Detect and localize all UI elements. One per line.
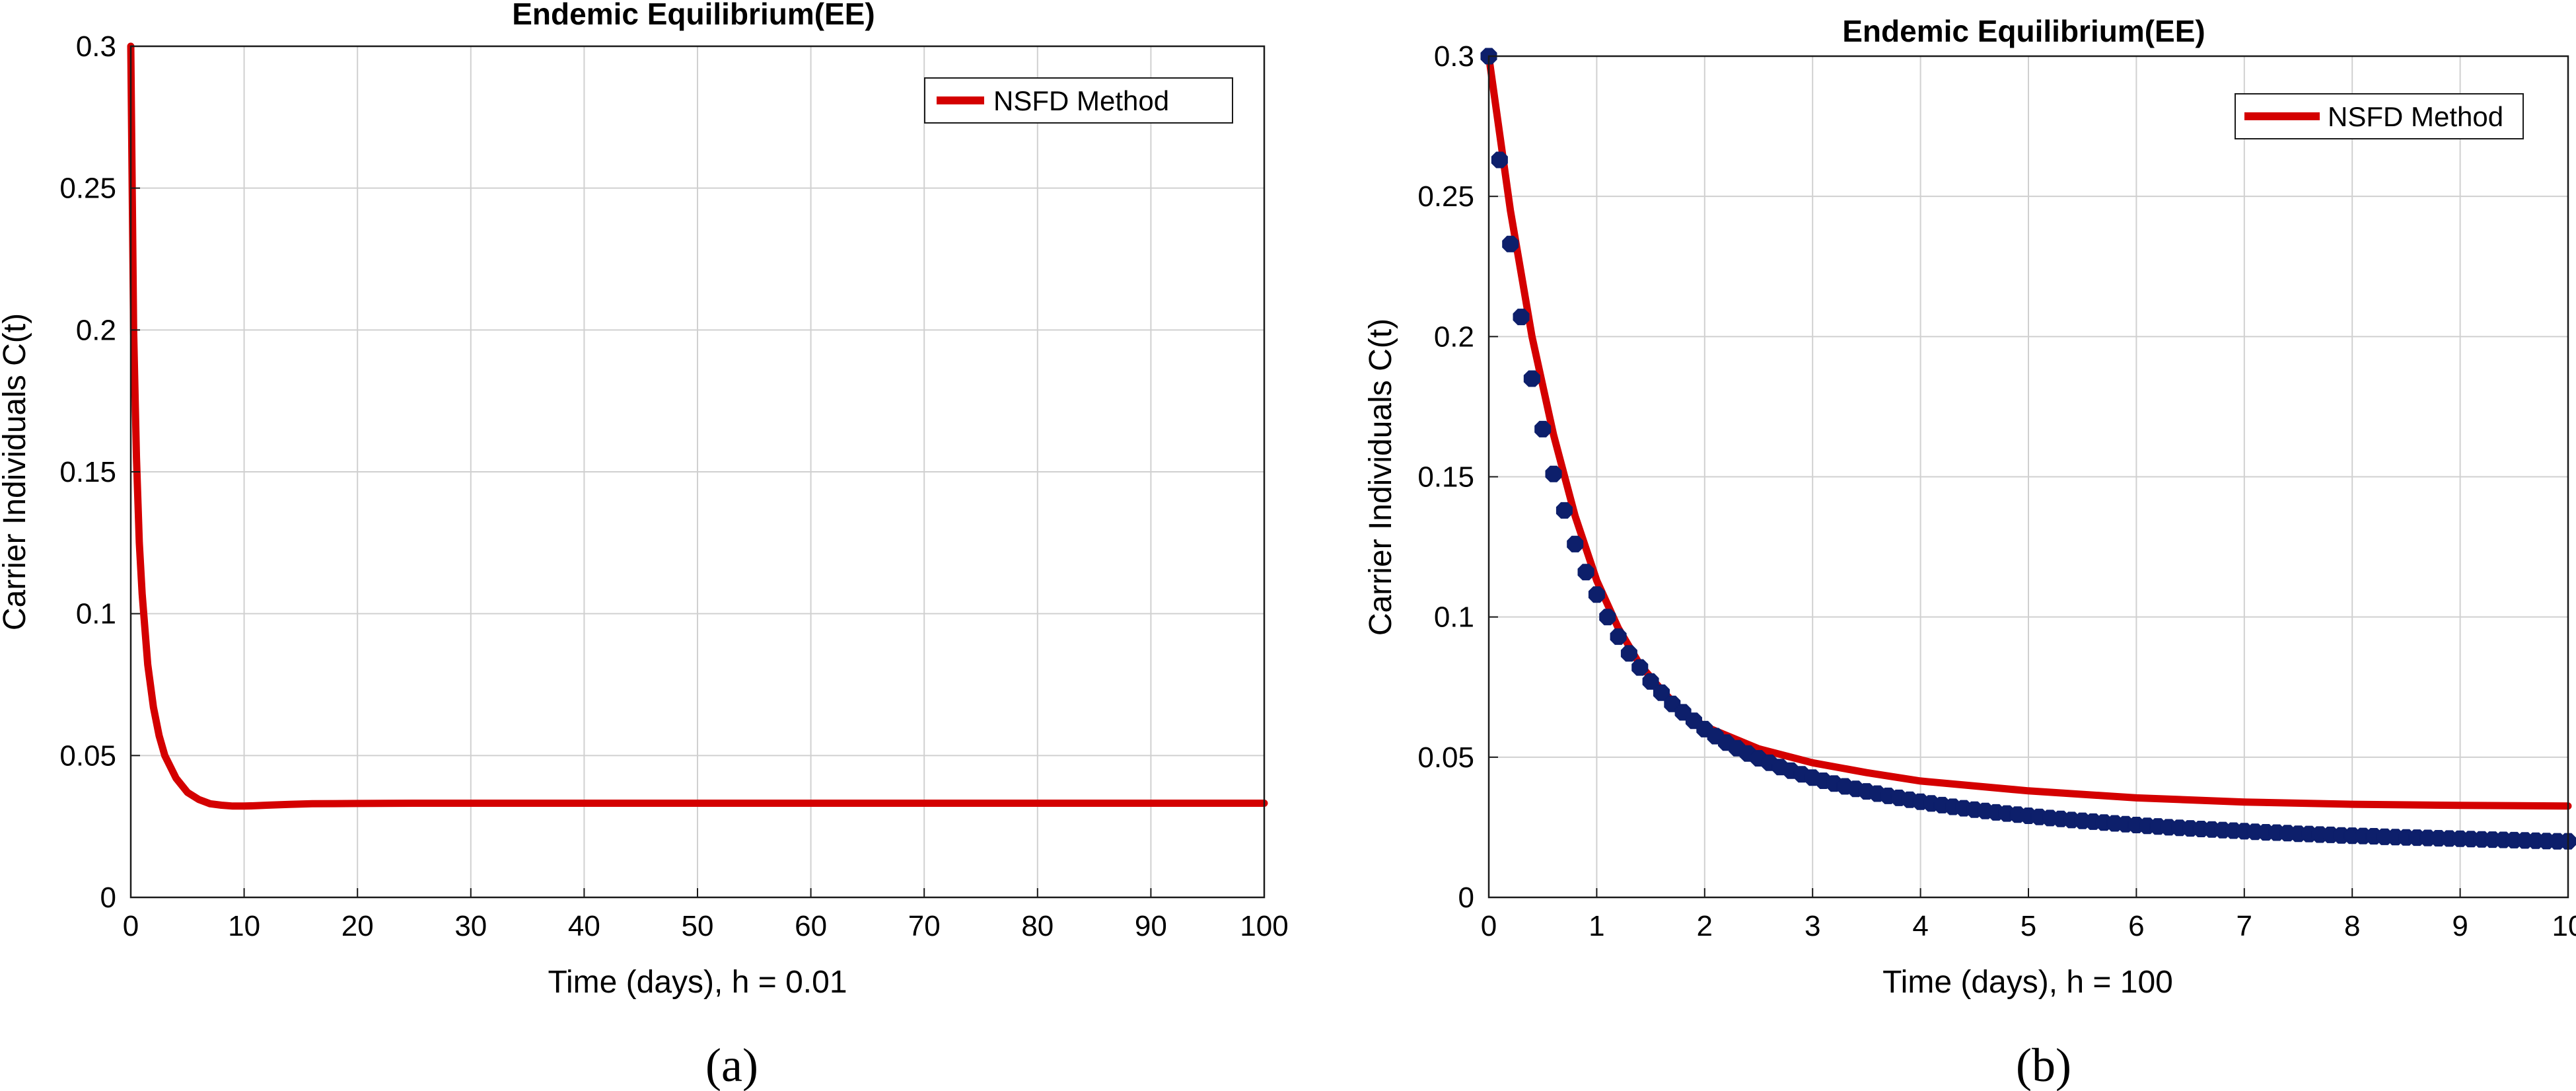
chart-b-data-point bbox=[1534, 420, 1552, 437]
chart-a-series-line bbox=[127, 42, 1268, 810]
chart-a-legend: NSFD Method bbox=[924, 77, 1233, 124]
chart-a-xtick-label: 60 bbox=[795, 910, 827, 942]
chart-b-xtick-label: 6 bbox=[2128, 910, 2144, 942]
chart-b-series bbox=[1480, 48, 2576, 850]
chart-b-grid bbox=[1488, 56, 2569, 898]
chart-b-ytick-label: 0.3 bbox=[1434, 40, 1474, 73]
chart-a-xtick-label: 90 bbox=[1135, 910, 1167, 942]
chart-b-ticks: 0 1 2 3 4 5 6 7 8 9 10 0 0.05 0.1 0.15 0.2 0.25 0.3 bbox=[1417, 40, 2576, 942]
chart-b-xtick-label: 1 bbox=[1589, 910, 1604, 942]
chart-b-data-point bbox=[1502, 235, 1519, 252]
chart-panel-a: Endemic Equilibrium(EE) 0 10 20 30 40 50 60 70 8… bbox=[0, 0, 1289, 1091]
chart-b-xtick-label: 2 bbox=[1697, 910, 1713, 942]
chart-b-legend: NSFD Method bbox=[2235, 93, 2524, 139]
chart-b-data-point bbox=[1620, 645, 1637, 662]
chart-a-ytick-label: 0.3 bbox=[76, 30, 116, 63]
chart-b-xtick-label: 0 bbox=[1481, 910, 1497, 942]
chart-b-data-point bbox=[1653, 684, 1670, 701]
chart-b-data-point bbox=[1523, 370, 1540, 387]
chart-b-data-point bbox=[1556, 502, 1573, 519]
chart-b-ylabel: Carrier Individuals C(t) bbox=[1363, 319, 1398, 636]
chart-b-data-point bbox=[1567, 535, 1584, 552]
chart-b-xtick-label: 5 bbox=[2021, 910, 2036, 942]
chart-b-legend-label: NSFD Method bbox=[2328, 101, 2503, 132]
chart-b-data-point bbox=[1610, 628, 1627, 645]
chart-b-data-point bbox=[1642, 673, 1659, 690]
chart-b-ytick-label: 0.1 bbox=[1434, 601, 1474, 634]
chart-b-data-point bbox=[1545, 465, 1562, 482]
chart-a-xtick-label: 10 bbox=[228, 910, 260, 942]
chart-a-legend-label: NSFD Method bbox=[993, 85, 1169, 116]
chart-b-xtick-label: 4 bbox=[1912, 910, 1928, 942]
chart-a-xlabel: Time (days), h = 0.01 bbox=[548, 965, 847, 1000]
chart-panel-b: Endemic Equilibrium(EE) 0 1 2 3 4 5 6 7 8 9 10 0 0.0… bbox=[1363, 14, 2576, 1091]
chart-a-ytick-label: 0.1 bbox=[76, 598, 116, 630]
chart-a-ytick-label: 0.2 bbox=[76, 314, 116, 346]
chart-a-ytick-label: 0.25 bbox=[59, 172, 116, 205]
chart-a-xtick-label: 40 bbox=[568, 910, 600, 942]
chart-a-xtick-label: 30 bbox=[454, 910, 487, 942]
chart-a-xtick-label: 50 bbox=[682, 910, 714, 942]
chart-a-xtick-label: 100 bbox=[1240, 910, 1288, 942]
chart-a-series bbox=[127, 42, 1268, 810]
chart-b-xtick-label: 3 bbox=[1805, 910, 1820, 942]
chart-a-ylabel: Carrier Individuals C(t) bbox=[0, 313, 32, 630]
chart-b-xtick-label: 9 bbox=[2452, 910, 2468, 942]
chart-b-data-point bbox=[1577, 564, 1594, 581]
chart-b-ytick-label: 0.2 bbox=[1434, 320, 1474, 353]
chart-a-xtick-label: 80 bbox=[1021, 910, 1054, 942]
chart-b-data-point bbox=[1588, 586, 1605, 603]
chart-b-ytick-label: 0.25 bbox=[1417, 180, 1474, 213]
chart-b-xtick-label: 10 bbox=[2552, 910, 2576, 942]
chart-a-ytick-label: 0 bbox=[100, 882, 116, 914]
chart-a-xtick-label: 0 bbox=[123, 910, 139, 942]
chart-b-data-point bbox=[1599, 609, 1616, 626]
chart-b-ytick-label: 0 bbox=[1458, 882, 1474, 914]
chart-b-data-point bbox=[1631, 659, 1649, 676]
chart-b-data-point bbox=[1513, 309, 1530, 326]
chart-a-title: Endemic Equilibrium(EE) bbox=[512, 0, 875, 31]
chart-a-ytick-label: 0.15 bbox=[59, 456, 116, 488]
chart-b-caption: (b) bbox=[2016, 1039, 2071, 1091]
chart-b-data-point bbox=[1491, 151, 1508, 169]
chart-a-ticks: 0 10 20 30 40 50 60 70 80 90 100 0 0.05 0.1 0.15 0.2 0.2… bbox=[59, 30, 1288, 942]
chart-b-ytick-label: 0.05 bbox=[1417, 741, 1474, 774]
chart-b-xtick-label: 8 bbox=[2344, 910, 2360, 942]
chart-b-xtick-label: 7 bbox=[2236, 910, 2252, 942]
chart-a-grid bbox=[130, 46, 1265, 898]
chart-b-ytick-label: 0.15 bbox=[1417, 461, 1474, 494]
chart-b-title: Endemic Equilibrium(EE) bbox=[1842, 14, 2205, 48]
chart-b-xlabel: Time (days), h = 100 bbox=[1882, 965, 2173, 1000]
chart-a-xtick-label: 70 bbox=[908, 910, 941, 942]
chart-a-xtick-label: 20 bbox=[341, 910, 374, 942]
chart-a-ytick-label: 0.05 bbox=[59, 739, 116, 772]
chart-a-caption: (a) bbox=[705, 1039, 758, 1091]
